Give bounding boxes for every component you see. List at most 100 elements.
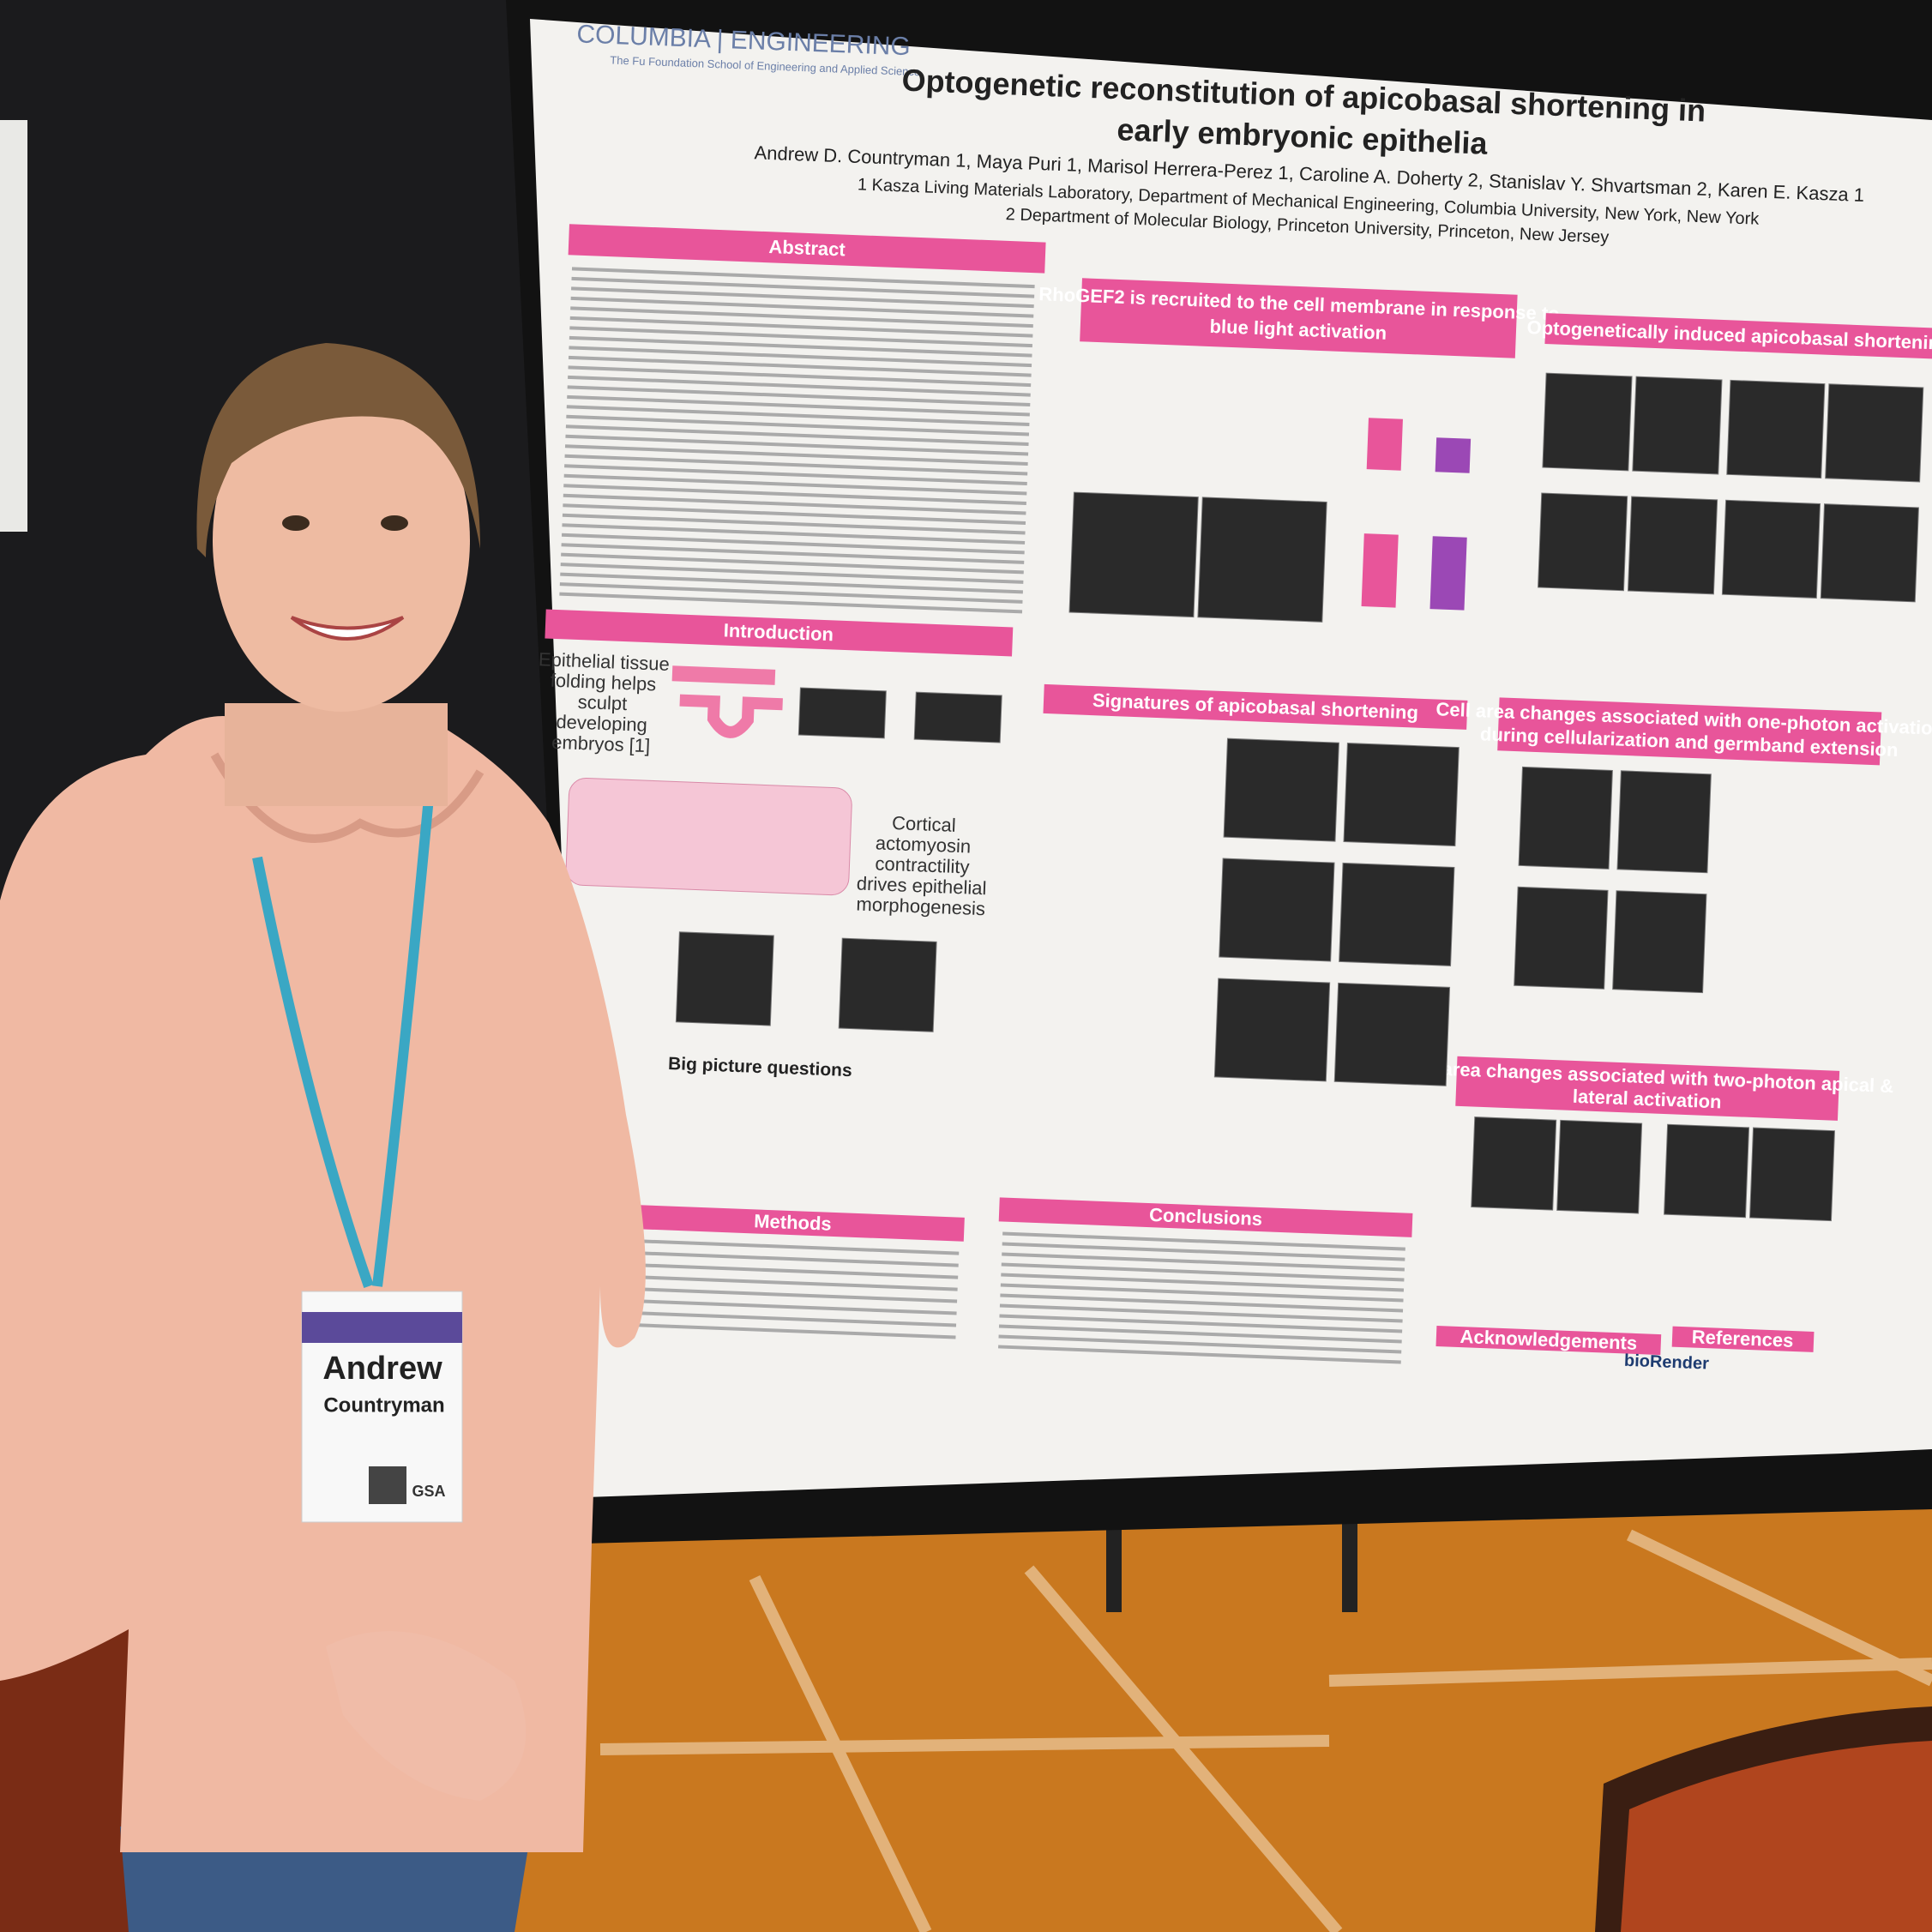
neighbor-poster [0, 120, 27, 532]
section-bar [545, 609, 1014, 657]
diagram [671, 665, 776, 685]
section-title: Methods [754, 1210, 832, 1234]
section-bar [1080, 278, 1518, 358]
micrograph [1197, 497, 1327, 623]
smile [290, 616, 405, 641]
micrograph [1825, 383, 1924, 483]
section-bar [1671, 1326, 1815, 1352]
section-bar [1497, 697, 1882, 766]
text-line [623, 1250, 959, 1267]
micrograph [1514, 886, 1609, 990]
text-line [998, 1324, 1402, 1344]
micrograph [1627, 496, 1718, 595]
badge-org: GSA [412, 1483, 445, 1500]
section-bar [621, 1204, 965, 1242]
text-line [998, 1334, 1402, 1354]
micrograph [1339, 862, 1455, 966]
text-line [568, 365, 1032, 388]
text-line [560, 563, 1024, 584]
text-line [565, 434, 1029, 456]
text-line [568, 355, 1032, 377]
plot-bar [1435, 437, 1472, 473]
text-line [999, 1303, 1403, 1323]
badge-last-name: Countryman [323, 1393, 444, 1417]
hood-edge [210, 752, 485, 843]
text-line [1000, 1283, 1404, 1303]
micrograph [1664, 1123, 1750, 1219]
micrograph [1538, 492, 1628, 592]
lanyard [252, 856, 374, 1288]
micrograph [1632, 376, 1723, 475]
micrograph [1333, 982, 1451, 1086]
text-line [564, 464, 1027, 485]
section-bar [1043, 683, 1468, 730]
plot-bar [1429, 536, 1467, 611]
text-line [559, 582, 1023, 604]
text-line [621, 1322, 956, 1339]
micrograph [1612, 890, 1707, 994]
intro-text: embryos [1] [551, 731, 651, 756]
section-title: References [1691, 1326, 1794, 1351]
text-line [560, 572, 1023, 594]
text-line [562, 513, 1026, 535]
text-line [569, 346, 1032, 368]
text-line [569, 326, 1033, 348]
stand-leg [1106, 1526, 1122, 1612]
text-line [567, 394, 1030, 417]
micrograph [1471, 1116, 1557, 1211]
lanyard [372, 797, 434, 1287]
floor-pattern [599, 1529, 1932, 1932]
intro-text: actomyosin [875, 832, 971, 857]
intro-text: folding helps [550, 670, 656, 695]
jeans [120, 1827, 532, 1932]
text-line [624, 1238, 960, 1255]
section-bar [1544, 313, 1932, 359]
text-line [1002, 1242, 1405, 1261]
text-line [561, 552, 1024, 575]
text-line [559, 592, 1023, 614]
section-bar [998, 1197, 1413, 1237]
micrograph [1556, 1119, 1643, 1214]
section-bar [568, 224, 1046, 274]
text-line [1002, 1231, 1405, 1251]
text-line [564, 454, 1028, 476]
text-line [565, 424, 1029, 447]
hair [196, 343, 481, 557]
micrograph [1343, 743, 1460, 846]
stand-leg [1342, 1518, 1357, 1612]
micrograph [838, 937, 937, 1032]
intro-text: Epithelial tissue [539, 648, 671, 675]
hands [326, 1631, 527, 1801]
micrograph [1068, 491, 1199, 618]
hoodie [0, 716, 646, 1852]
chair-seat [1621, 1741, 1932, 1932]
text-line [569, 316, 1033, 338]
micrograph [1616, 770, 1712, 874]
micrograph [1748, 1127, 1835, 1222]
section-bar [1435, 1326, 1662, 1356]
badge-band [302, 1312, 462, 1343]
section-title: Abstract [768, 236, 846, 260]
eye [282, 515, 310, 531]
text-line [562, 523, 1026, 545]
text-line [568, 375, 1031, 397]
micrograph [797, 687, 887, 739]
footer-logo: bioRender [1624, 1351, 1710, 1374]
poster-content: COLUMBIA | ENGINEERING The Fu Foundation… [539, 20, 1932, 1374]
text-line [571, 276, 1035, 298]
text-line [1001, 1273, 1405, 1292]
text-line [563, 484, 1026, 505]
neck [225, 703, 448, 806]
text-line [623, 1274, 958, 1291]
diagram [565, 778, 852, 896]
micrograph [1223, 737, 1339, 842]
micrograph [1219, 858, 1335, 962]
text-line [569, 335, 1032, 358]
text-line [561, 543, 1025, 564]
text-line [999, 1314, 1403, 1333]
plot-bar [1366, 418, 1403, 471]
text-line [570, 296, 1034, 318]
text-line [998, 1345, 1401, 1364]
text-line [567, 385, 1031, 407]
